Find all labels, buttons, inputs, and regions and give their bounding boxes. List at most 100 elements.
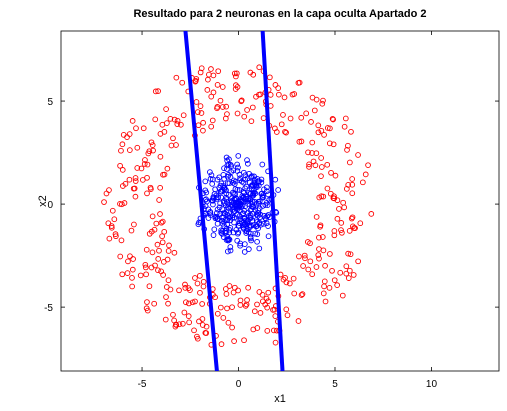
red-point [133, 125, 139, 132]
red-point [340, 199, 346, 206]
red-point [132, 175, 139, 181]
blue-point [237, 175, 243, 182]
blue-point [219, 228, 226, 235]
red-point [309, 271, 316, 278]
blue-point [247, 212, 254, 219]
red-point [244, 107, 250, 113]
red-point [339, 229, 345, 236]
red-point [224, 305, 230, 312]
red-point [208, 66, 214, 72]
red-point [316, 194, 323, 201]
red-point [316, 234, 322, 241]
blue-point [246, 246, 252, 253]
red-point [192, 275, 198, 281]
blue-point [210, 232, 217, 238]
red-point [157, 130, 164, 137]
red-point [348, 128, 354, 135]
red-point [275, 85, 282, 91]
blue-point [264, 188, 270, 195]
red-point [146, 230, 153, 237]
red-point [331, 193, 337, 200]
red-point [347, 251, 354, 258]
red-point [173, 322, 180, 328]
red-point [324, 125, 331, 131]
red-point [345, 275, 352, 281]
red-point [265, 289, 272, 296]
red-point [317, 223, 323, 230]
blue-point [211, 226, 218, 233]
blue-point [221, 165, 227, 172]
red-point [229, 304, 235, 311]
red-point [174, 121, 181, 127]
blue-point [207, 169, 213, 175]
red-point [165, 277, 172, 284]
red-point [291, 290, 298, 297]
red-point [313, 214, 320, 220]
blue-point [234, 237, 241, 244]
red-point [205, 76, 211, 83]
blue-point [226, 236, 233, 243]
blue-point [223, 228, 229, 234]
red-point [126, 176, 133, 183]
red-point [122, 181, 129, 187]
red-point [321, 132, 327, 138]
red-point [343, 263, 350, 270]
blue-point [230, 180, 236, 186]
blue-point [207, 176, 214, 182]
red-point [305, 266, 312, 273]
blue-point [224, 180, 231, 186]
red-point [152, 116, 159, 123]
red-point [349, 176, 356, 182]
red-point [272, 339, 279, 346]
red-point [156, 247, 162, 254]
red-point [171, 317, 177, 324]
red-point [129, 274, 135, 281]
blue-point [202, 178, 209, 185]
red-point [183, 299, 189, 306]
red-point [200, 127, 206, 134]
red-point [163, 294, 169, 300]
blue-point [217, 188, 224, 195]
red-point [318, 127, 325, 134]
red-point [308, 119, 314, 125]
red-point [178, 121, 184, 128]
red-point [185, 313, 192, 319]
red-point [132, 178, 139, 184]
blue-point [227, 161, 234, 168]
red-point [199, 316, 206, 322]
red-point [157, 184, 163, 191]
red-point [161, 228, 168, 235]
red-point [170, 311, 176, 318]
red-point [151, 226, 158, 233]
red-point [223, 103, 230, 110]
red-point [232, 284, 238, 291]
blue-point [248, 206, 255, 212]
red-point [349, 214, 356, 221]
red-point [291, 91, 298, 97]
red-point [251, 308, 258, 315]
blue-point [234, 168, 241, 174]
red-point [233, 70, 240, 77]
red-point [112, 231, 119, 238]
blue-point [225, 236, 232, 242]
red-point [311, 107, 318, 114]
red-point [347, 159, 353, 166]
red-point [322, 262, 328, 269]
red-point [149, 142, 156, 148]
red-point [165, 300, 171, 307]
red-point [327, 125, 333, 132]
red-point [148, 186, 154, 192]
red-point [318, 173, 324, 180]
red-point [362, 171, 369, 178]
y-axis-label: x2 [37, 195, 49, 207]
red-point [326, 285, 333, 291]
blue-point [255, 178, 261, 185]
red-point [142, 157, 148, 163]
red-point [141, 161, 148, 167]
red-point [278, 121, 285, 128]
red-point [241, 113, 248, 120]
red-point [140, 125, 147, 132]
red-point [163, 106, 169, 112]
red-point [129, 118, 136, 124]
blue-point [265, 223, 271, 229]
